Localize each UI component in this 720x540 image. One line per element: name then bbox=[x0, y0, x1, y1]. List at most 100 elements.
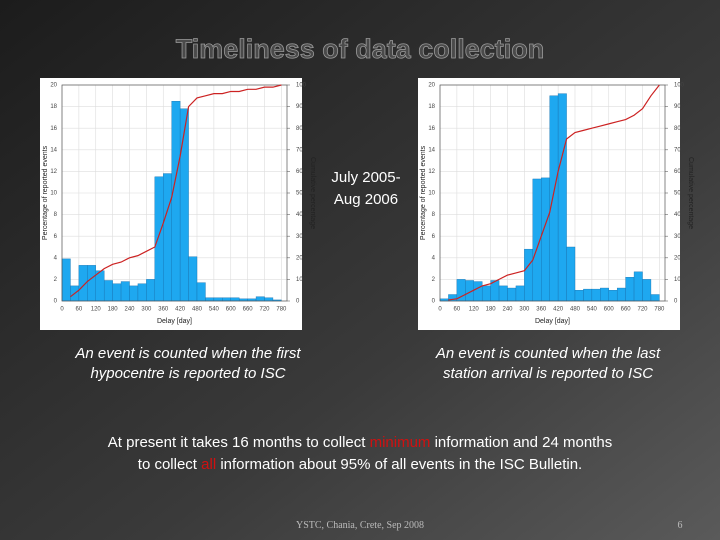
y-tick-label: 20 bbox=[50, 83, 57, 89]
bar bbox=[557, 93, 567, 302]
summary-segment: all bbox=[201, 456, 216, 473]
bar bbox=[188, 256, 198, 302]
y-axis-label: Percentage of reported events bbox=[420, 145, 427, 240]
y-tick-label: 0 bbox=[54, 299, 58, 305]
bar bbox=[515, 285, 525, 302]
bar bbox=[524, 248, 534, 302]
y2-tick-label: 80 bbox=[296, 126, 303, 132]
x-tick-label: 780 bbox=[654, 307, 665, 313]
chart: 0 2 4 6 8 10 12 14 16 18 20 0 10 20 30 40 50 60 70 80 90 100 0… bbox=[418, 78, 694, 330]
y-tick-label: 14 bbox=[428, 147, 435, 153]
y-tick-label: 18 bbox=[428, 104, 435, 110]
cumulative-line bbox=[448, 84, 660, 301]
bar bbox=[196, 282, 206, 302]
plot-frame bbox=[439, 84, 666, 302]
y2-tick-label: 50 bbox=[296, 191, 303, 197]
y2-tick-label: 60 bbox=[296, 169, 303, 175]
y2-tick-label: 100 bbox=[674, 83, 685, 89]
y2-tick-label: 40 bbox=[296, 212, 303, 218]
y-tick-label: 0 bbox=[432, 299, 436, 305]
slide-title: Timeliness of data collection bbox=[176, 34, 545, 64]
x-tick-label: 660 bbox=[243, 307, 254, 313]
x-tick-label: 780 bbox=[276, 307, 287, 313]
bar bbox=[625, 277, 635, 302]
x-tick-label: 240 bbox=[502, 307, 513, 313]
x-tick-label: 480 bbox=[192, 307, 203, 313]
x-tick-label: 600 bbox=[604, 307, 615, 313]
bar bbox=[137, 283, 147, 302]
y2-tick-label: 90 bbox=[674, 104, 681, 110]
y2-axis-label: Cumulative percentage bbox=[687, 157, 694, 229]
y2-tick-label: 70 bbox=[674, 147, 681, 153]
bar bbox=[146, 279, 156, 302]
x-tick-label: 300 bbox=[141, 307, 152, 313]
bar bbox=[154, 176, 164, 302]
y2-tick-label: 10 bbox=[296, 277, 303, 283]
x-axis-label: Delay [day] bbox=[535, 318, 570, 325]
x-tick-label: 180 bbox=[486, 307, 497, 313]
caption: An event is counted when the first hypoce… bbox=[74, 345, 301, 382]
bar bbox=[633, 271, 643, 302]
summary-line: At present it takes 16 months to collect… bbox=[108, 434, 612, 451]
bar bbox=[205, 297, 215, 302]
x-tick-label: 600 bbox=[226, 307, 237, 313]
y2-tick-label: 20 bbox=[674, 255, 681, 261]
y2-tick-label: 90 bbox=[296, 104, 303, 110]
summary-segment: minimum bbox=[370, 434, 431, 451]
page-number: 6 bbox=[678, 520, 683, 531]
y-tick-label: 8 bbox=[432, 212, 436, 218]
bar bbox=[264, 297, 274, 302]
y-tick-label: 4 bbox=[432, 255, 436, 261]
y2-tick-label: 80 bbox=[674, 126, 681, 132]
x-tick-label: 480 bbox=[570, 307, 581, 313]
bar bbox=[255, 296, 265, 302]
y2-tick-label: 0 bbox=[296, 299, 300, 305]
x-tick-label: 180 bbox=[108, 307, 119, 313]
y-tick-label: 2 bbox=[432, 277, 436, 283]
charts: 0246810121416182001020304050607080901000… bbox=[40, 78, 694, 330]
bar bbox=[61, 258, 71, 302]
y2-tick-label: 30 bbox=[674, 234, 681, 240]
period: July 2005- bbox=[331, 169, 400, 186]
period: Aug 2006 bbox=[334, 191, 398, 208]
cumulative-line bbox=[70, 84, 282, 298]
bar bbox=[95, 270, 105, 302]
y2-tick-label: 70 bbox=[296, 147, 303, 153]
y-tick-label: 16 bbox=[50, 126, 57, 132]
y-tick-label: 4 bbox=[54, 255, 58, 261]
bar bbox=[541, 177, 550, 302]
x-tick-label: 720 bbox=[259, 307, 270, 313]
bar bbox=[473, 281, 483, 302]
y2-tick-label: 60 bbox=[674, 169, 681, 175]
bar bbox=[129, 285, 139, 302]
y2-tick-label: 20 bbox=[296, 255, 303, 261]
y2-tick-label: 100 bbox=[296, 83, 307, 89]
chart: 0 2 4 6 8 10 12 14 16 18 20 0 10 20 30 40 50 60 70 80 90 100 0… bbox=[40, 78, 316, 330]
x-tick-label: 0 bbox=[60, 307, 64, 313]
x-tick-label: 300 bbox=[519, 307, 530, 313]
y-tick-label: 14 bbox=[50, 147, 57, 153]
bar bbox=[507, 287, 517, 302]
x-tick-label: 720 bbox=[637, 307, 648, 313]
y2-tick-label: 50 bbox=[674, 191, 681, 197]
summary-segment: information about 95% of all events in t… bbox=[216, 456, 582, 473]
summary-segment: At present it takes 16 months to collect bbox=[108, 434, 370, 451]
x-tick-label: 60 bbox=[454, 307, 461, 313]
x-tick-label: 540 bbox=[209, 307, 220, 313]
y2-tick-label: 30 bbox=[296, 234, 303, 240]
y2-tick-label: 10 bbox=[674, 277, 681, 283]
captions: An event is counted when the first hypoce… bbox=[74, 345, 661, 382]
bar bbox=[112, 283, 122, 302]
y2-tick-label: 0 bbox=[674, 299, 678, 305]
bar bbox=[600, 287, 609, 302]
bar bbox=[650, 294, 660, 302]
x-tick-label: 120 bbox=[91, 307, 102, 313]
y-tick-label: 8 bbox=[54, 212, 58, 218]
bar bbox=[103, 280, 113, 302]
bar bbox=[213, 297, 223, 302]
caption: An event is counted when the last station… bbox=[435, 345, 661, 382]
bar bbox=[566, 246, 576, 302]
summary-segment: to collect bbox=[138, 456, 201, 473]
x-tick-label: 360 bbox=[158, 307, 169, 313]
y-tick-label: 12 bbox=[428, 169, 435, 175]
